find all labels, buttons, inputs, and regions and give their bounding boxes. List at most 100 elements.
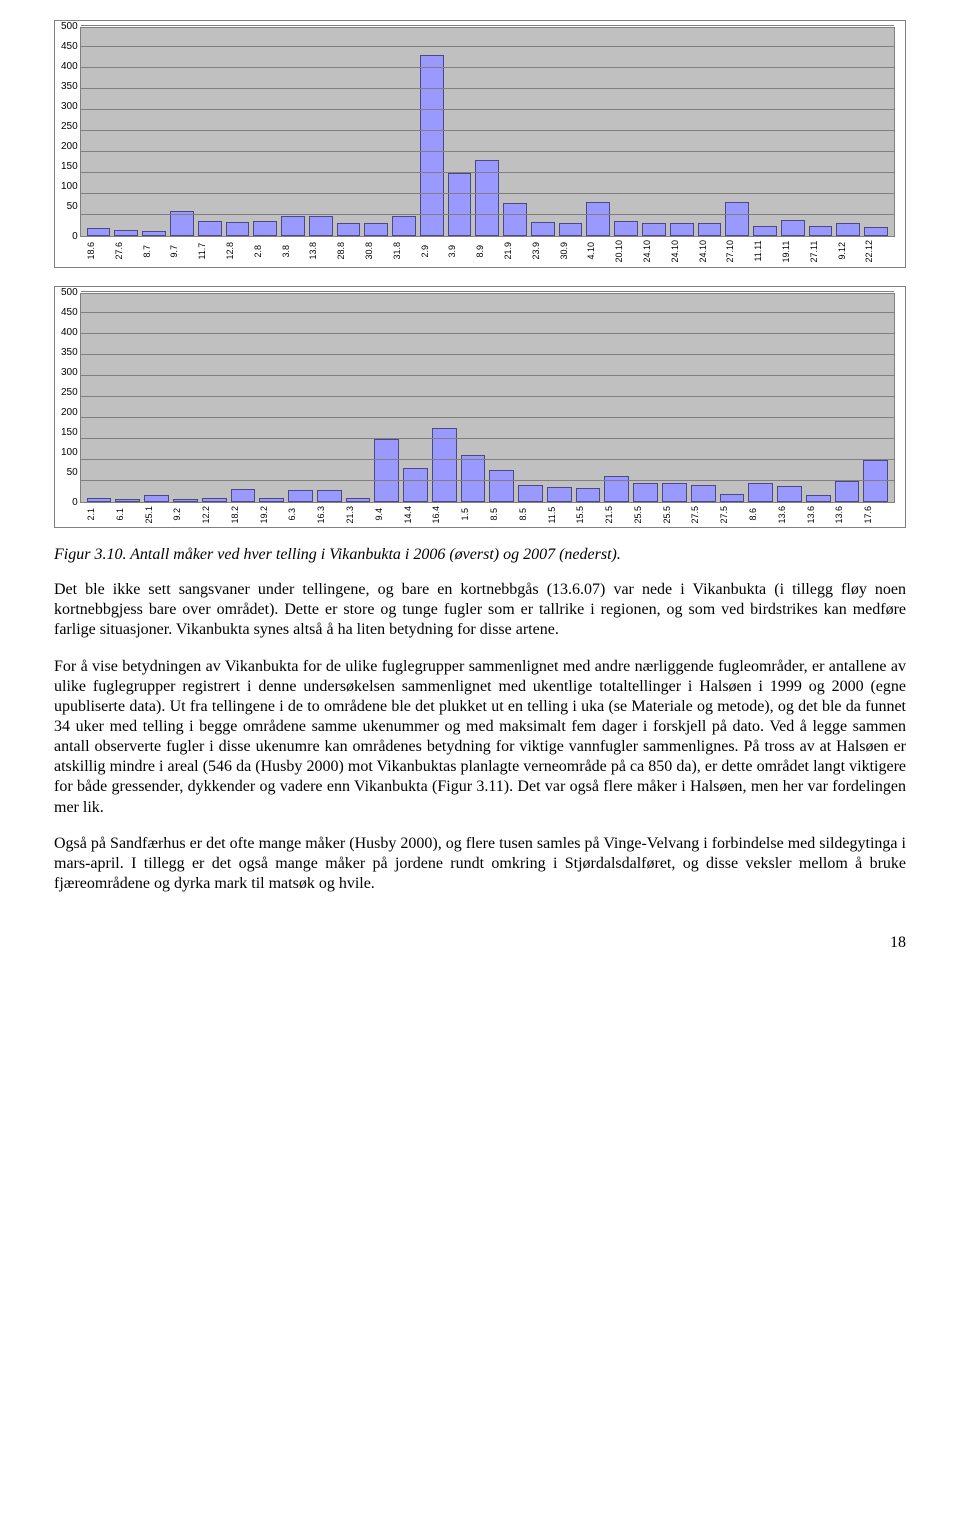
x-tick-label: 9.2 [173, 506, 198, 524]
bar [346, 498, 371, 501]
x-tick-label: 9.4 [375, 506, 400, 524]
gridline [81, 88, 894, 89]
x-tick-label: 17.6 [864, 506, 889, 524]
y-tick-label: 350 [61, 82, 78, 92]
bar [403, 468, 428, 502]
bar [691, 485, 716, 502]
x-tick-label: 8.9 [476, 240, 500, 263]
bar [231, 489, 256, 502]
gridline [81, 396, 894, 397]
page-number: 18 [54, 934, 906, 952]
gridline [81, 333, 894, 334]
bar [614, 221, 638, 236]
bar [489, 470, 514, 502]
y-tick-label: 350 [61, 348, 78, 358]
bar [633, 483, 658, 502]
y-tick-label: 500 [61, 22, 78, 32]
bar [317, 490, 342, 502]
gridline [81, 67, 894, 68]
bar [288, 490, 313, 502]
x-tick-label: 6.3 [288, 506, 313, 524]
x-tick-label: 3.9 [448, 240, 472, 263]
bar [864, 227, 888, 236]
chart-2007-xaxis: 2.16.125.19.212.218.219.26.316.321.39.41… [81, 503, 895, 524]
x-tick-label: 18.2 [231, 506, 256, 524]
paragraph-2: For å vise betydningen av Vikanbukta for… [54, 657, 906, 818]
gridline [81, 151, 894, 152]
x-tick-label: 25.1 [145, 506, 170, 524]
gridline [81, 130, 894, 131]
y-tick-label: 500 [61, 288, 78, 298]
x-tick-label: 24.10 [699, 240, 723, 263]
x-tick-label: 3.8 [282, 240, 306, 263]
x-tick-label: 12.2 [202, 506, 227, 524]
bar [518, 485, 543, 502]
gridline [81, 375, 894, 376]
chart-2006-plotarea [80, 27, 895, 237]
bar [670, 223, 694, 236]
gridline [81, 312, 894, 313]
bar [725, 202, 749, 236]
y-tick-label: 450 [61, 42, 78, 52]
bar [253, 221, 277, 236]
bar [144, 495, 169, 501]
x-tick-label: 6.1 [116, 506, 141, 524]
y-tick-label: 300 [61, 368, 78, 378]
y-tick-label: 100 [61, 182, 78, 192]
y-tick-label: 100 [61, 448, 78, 458]
chart-2006-bars [81, 28, 894, 236]
y-tick-label: 400 [61, 62, 78, 72]
y-tick-label: 0 [61, 232, 78, 242]
bar [547, 487, 572, 502]
x-tick-label: 22.12 [865, 240, 889, 263]
gridline [81, 459, 894, 460]
bar [720, 494, 745, 502]
chart-2007: 500450400350300250200150100500 2.16.125.… [54, 286, 906, 529]
gridline [81, 172, 894, 173]
bar [753, 226, 777, 237]
gridline [81, 193, 894, 194]
x-tick-label: 28.8 [337, 240, 361, 263]
x-tick-label: 30.8 [365, 240, 389, 263]
x-tick-label: 1.5 [461, 506, 486, 524]
chart-2006-xaxis: 18.627.68.79.711.712.82.83.813.828.830.8… [81, 237, 895, 263]
bar [337, 223, 361, 236]
bar [364, 223, 388, 236]
gridline [81, 109, 894, 110]
x-tick-label: 14.4 [404, 506, 429, 524]
bar [281, 216, 305, 236]
x-tick-label: 20.10 [615, 240, 639, 263]
bar [259, 498, 284, 501]
x-tick-label: 12.8 [226, 240, 250, 263]
bar [586, 202, 610, 236]
x-tick-label: 8.5 [519, 506, 544, 524]
bar [309, 216, 333, 236]
bar [698, 223, 722, 236]
x-tick-label: 23.9 [532, 240, 556, 263]
x-tick-label: 21.9 [504, 240, 528, 263]
gridline [81, 417, 894, 418]
x-tick-label: 2.9 [421, 240, 445, 263]
x-tick-label: 13.6 [778, 506, 803, 524]
bar [642, 223, 666, 236]
x-tick-label: 31.8 [393, 240, 417, 263]
chart-2006-plot: 500450400350300250200150100500 [61, 27, 895, 237]
x-tick-label: 27.6 [115, 240, 139, 263]
x-tick-label: 8.5 [490, 506, 515, 524]
x-tick-label: 21.3 [346, 506, 371, 524]
x-tick-label: 9.7 [170, 240, 194, 263]
y-tick-label: 0 [61, 498, 78, 508]
bar [806, 495, 831, 501]
x-tick-label: 8.7 [143, 240, 167, 263]
x-tick-label: 4.10 [587, 240, 611, 263]
x-tick-label: 8.6 [749, 506, 774, 524]
x-tick-label: 11.11 [754, 240, 778, 263]
x-tick-label: 27.10 [726, 240, 750, 263]
x-tick-label: 2.1 [87, 506, 112, 524]
bar [226, 222, 250, 236]
bar [503, 203, 527, 236]
x-tick-label: 13.6 [807, 506, 832, 524]
bar [202, 498, 227, 501]
x-tick-label: 16.3 [317, 506, 342, 524]
y-tick-label: 450 [61, 308, 78, 318]
